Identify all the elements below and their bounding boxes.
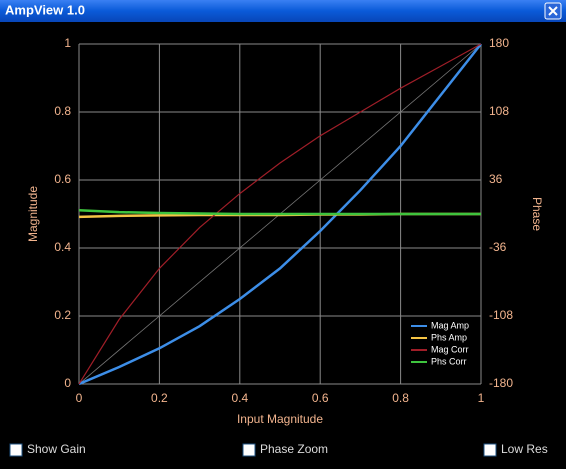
legend-label: Mag Corr <box>431 344 469 354</box>
legend-label: Mag Amp <box>431 320 469 330</box>
y-axis-title: Magnitude <box>26 186 40 242</box>
legend-label: Phs Amp <box>431 332 467 342</box>
checkbox[interactable] <box>9 443 23 457</box>
checkbox-label[interactable]: Phase Zoom <box>260 442 328 456</box>
y-tick-label: 0.6 <box>54 172 71 186</box>
x-tick-label: 0.6 <box>312 391 329 405</box>
checkbox-label[interactable]: Show Gain <box>27 442 86 456</box>
close-button[interactable] <box>544 2 562 20</box>
x-tick-label: 0.2 <box>151 391 168 405</box>
y2-tick-label: -180 <box>489 376 513 390</box>
series-line <box>78 208 481 216</box>
y-tick-label: 0.4 <box>54 240 71 254</box>
y2-tick-label: -108 <box>489 308 513 322</box>
y2-tick-label: 36 <box>489 172 503 186</box>
x-tick-label: 0 <box>76 391 83 405</box>
legend-label: Phs Corr <box>431 356 467 366</box>
x-tick-label: 0.4 <box>231 391 248 405</box>
y2-tick-label: -36 <box>489 240 507 254</box>
y2-axis-title: Phase <box>530 197 544 231</box>
x-tick-label: 0.8 <box>392 391 409 405</box>
y2-tick-label: 180 <box>489 36 509 50</box>
y-tick-label: 0 <box>64 376 71 390</box>
checkbox[interactable] <box>242 443 256 457</box>
y2-tick-label: 108 <box>489 104 509 118</box>
checkbox[interactable] <box>483 443 497 457</box>
x-tick-label: 1 <box>478 391 485 405</box>
checkbox-label[interactable]: Low Res <box>501 442 548 456</box>
y-tick-label: 0.2 <box>54 308 71 322</box>
y-tick-label: 0.8 <box>54 104 71 118</box>
title-bar <box>0 0 566 22</box>
series-line <box>78 43 482 386</box>
series-line <box>78 43 482 385</box>
y-tick-label: 1 <box>64 36 71 50</box>
x-axis-title: Input Magnitude <box>237 412 323 426</box>
window-title: AmpView 1.0 <box>5 2 85 17</box>
